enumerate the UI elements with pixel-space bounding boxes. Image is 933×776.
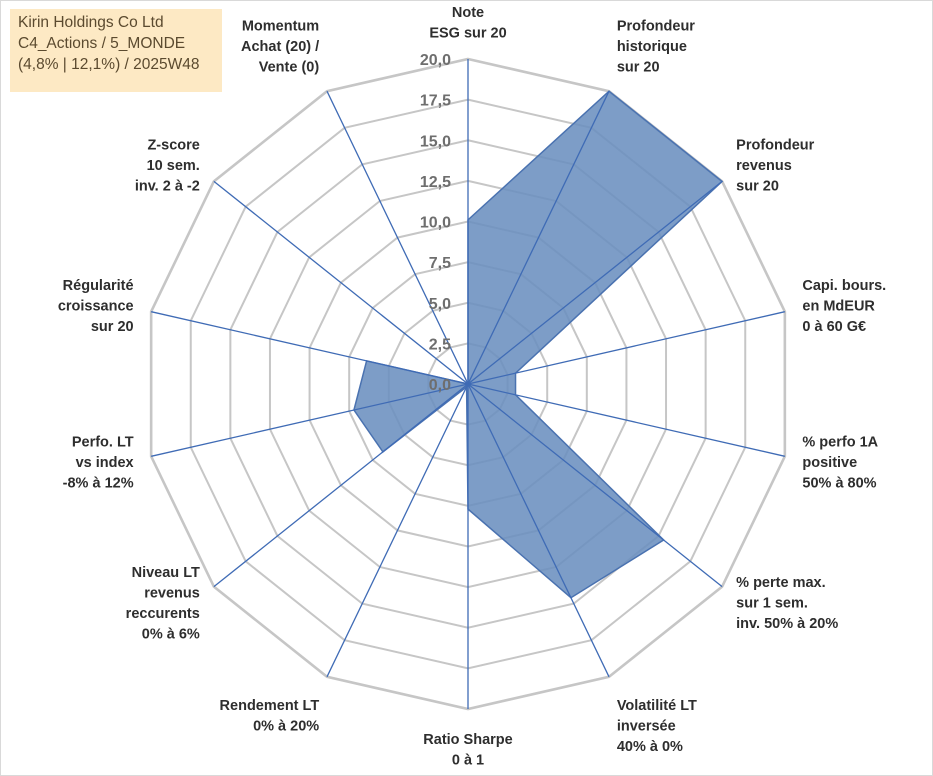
info-stats: (4,8% | 12,1%) / 2025W48 bbox=[18, 56, 200, 73]
tick-label: 17,5 bbox=[420, 93, 451, 110]
tick-label: 15,0 bbox=[420, 133, 451, 150]
info-box: Kirin Holdings Co Ltd C4_Actions / 5_MON… bbox=[10, 9, 222, 92]
spoke-line bbox=[467, 383, 610, 678]
axis-label: % perfo 1A positive 50% à 80% bbox=[802, 434, 878, 491]
spoke-line bbox=[467, 383, 785, 457]
axis-label: Note ESG sur 20 bbox=[429, 5, 506, 42]
tick-label: 5,0 bbox=[429, 296, 451, 313]
tick-label: 0,0 bbox=[429, 377, 451, 394]
tick-label: 2,5 bbox=[429, 336, 451, 353]
axis-label: Rendement LT 0% à 20% bbox=[220, 698, 320, 735]
spoke-line bbox=[467, 383, 723, 588]
axis-label: Profondeur historique sur 20 bbox=[617, 18, 695, 75]
spoke-line bbox=[151, 311, 469, 385]
axis-label: % perte max. sur 1 sem. inv. 50% à 20% bbox=[736, 575, 838, 632]
axis-label: Régularité croissance sur 20 bbox=[58, 278, 134, 335]
axis-label: Niveau LT revenus reccurents 0% à 6% bbox=[126, 565, 200, 643]
axis-label: Z-score 10 sem. inv. 2 à -2 bbox=[135, 137, 200, 194]
axis-label: Profondeur revenus sur 20 bbox=[736, 137, 814, 194]
spoke-line bbox=[467, 311, 785, 385]
tick-label: 7,5 bbox=[429, 255, 451, 272]
info-category: C4_Actions / 5_MONDE bbox=[18, 35, 186, 52]
axis-label: Perfo. LT vs index -8% à 12% bbox=[63, 434, 134, 491]
spoke-line bbox=[467, 180, 723, 385]
tick-label: 12,5 bbox=[420, 174, 451, 191]
spoke-line bbox=[213, 383, 469, 588]
tick-label: 20,0 bbox=[420, 52, 451, 69]
spoke-line bbox=[151, 383, 469, 457]
spoke-line bbox=[326, 90, 469, 385]
info-company: Kirin Holdings Co Ltd bbox=[18, 14, 164, 31]
spoke-line bbox=[467, 90, 610, 385]
series-area bbox=[353, 90, 724, 599]
spoke-line bbox=[213, 180, 469, 385]
axis-label: Ratio Sharpe 0 à 1 bbox=[423, 732, 512, 769]
tick-label: 10,0 bbox=[420, 215, 451, 232]
axis-label: Volatilité LT inversée 40% à 0% bbox=[617, 698, 697, 755]
spoke-line bbox=[326, 383, 469, 678]
axis-label: Capi. bours. en MdEUR 0 à 60 G€ bbox=[802, 278, 886, 335]
axis-label: Momentum Achat (20) / Vente (0) bbox=[241, 18, 319, 75]
